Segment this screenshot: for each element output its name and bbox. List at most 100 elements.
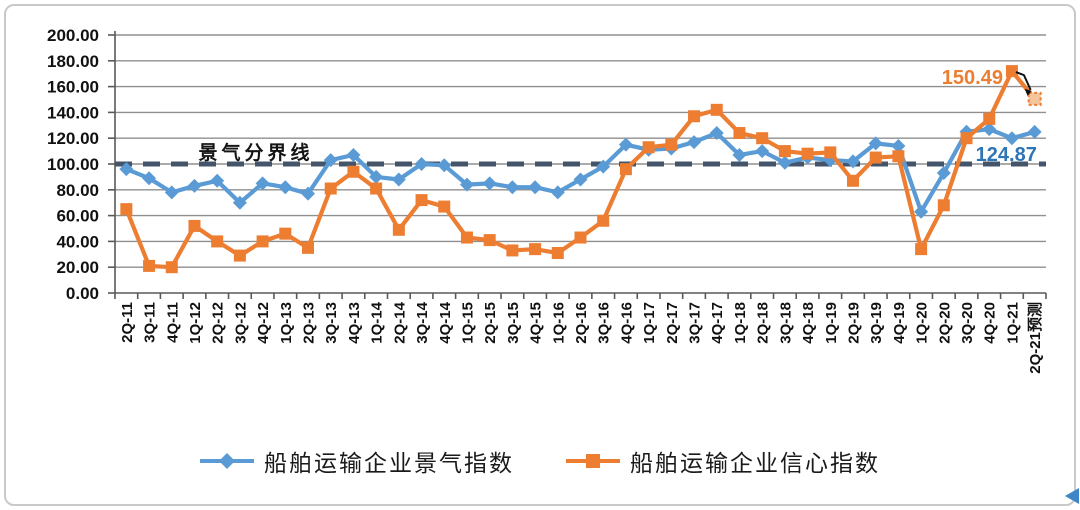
- annotation-forecast-confidence: 150.49: [942, 67, 1003, 89]
- x-tick-label: 4Q-18: [800, 302, 817, 344]
- x-tick-label: 1Q-13: [278, 302, 295, 344]
- data-point-diamond: [982, 122, 997, 137]
- y-tick-label: 180.00: [47, 52, 99, 71]
- data-point-square: [915, 243, 928, 256]
- data-point-square: [801, 147, 814, 160]
- x-tick-label: 1Q-19: [823, 302, 840, 344]
- annotation-forecast-prosperity: 124.87: [976, 144, 1037, 166]
- x-tick-label: 1Q-15: [459, 302, 476, 344]
- x-tick-label: 4Q-19: [891, 302, 908, 344]
- y-tick-label: 0.00: [66, 284, 99, 303]
- y-tick-label: 20.00: [56, 258, 99, 277]
- x-tick-label: 3Q-19: [868, 302, 885, 344]
- data-point-square: [165, 261, 178, 274]
- data-point-diamond: [459, 177, 474, 192]
- data-point-square: [778, 145, 791, 158]
- y-axis-labels: 0.00 20.00 40.00 60.00 80.00 100.00 120.00 140.…: [47, 26, 99, 303]
- data-point-square: [642, 141, 655, 154]
- data-point-square: [143, 259, 156, 272]
- x-tick-label: 4Q-14: [437, 301, 454, 343]
- legend-item-confidence-index: 船舶运输企业信心指数: [566, 444, 880, 478]
- data-point-diamond: [482, 176, 497, 191]
- data-point-diamond: [164, 185, 179, 200]
- data-point-square: [302, 241, 315, 254]
- x-tick-label: 4Q-12: [255, 302, 272, 344]
- legend-label-confidence-index: 船舶运输企业信心指数: [630, 450, 880, 476]
- data-point-diamond: [255, 176, 270, 191]
- y-tick-label: 80.00: [56, 181, 99, 200]
- data-point-square: [438, 200, 451, 213]
- data-point-square: [392, 223, 405, 236]
- data-point-square: [619, 163, 632, 176]
- data-point-diamond: [301, 186, 316, 201]
- data-point-diamond: [1027, 124, 1042, 139]
- x-tick-label: 2Q-11: [119, 302, 136, 343]
- data-point-diamond: [1004, 131, 1019, 146]
- data-point-square: [756, 132, 769, 145]
- data-point-diamond: [210, 173, 225, 188]
- data-point-diamond: [732, 147, 747, 162]
- data-point-diamond: [528, 180, 543, 195]
- x-tick-label: 3Q-17: [687, 302, 704, 344]
- series-1: [120, 65, 1042, 274]
- corner-arrow-icon: [1065, 488, 1079, 504]
- data-point-square: [188, 219, 201, 232]
- data-point-diamond: [755, 144, 770, 159]
- x-tick-label: 2Q-17: [664, 302, 681, 344]
- data-point-diamond: [505, 180, 520, 195]
- data-point-diamond: [391, 172, 406, 187]
- data-point-square: [370, 182, 383, 195]
- x-tick-label: 1Q-17: [641, 302, 658, 344]
- y-tick-label: 200.00: [47, 26, 99, 45]
- data-point-square: [574, 231, 587, 244]
- x-tick-label: 4Q-13: [346, 302, 363, 344]
- x-tick-label: 4Q-15: [528, 302, 545, 344]
- data-point-square: [937, 199, 950, 212]
- x-tick-label: 1Q-20: [914, 302, 931, 344]
- x-tick-label: 2Q-18: [755, 302, 772, 344]
- x-tick-label: 2Q-16: [573, 302, 590, 344]
- x-tick-label: 4Q-17: [709, 302, 726, 344]
- annotation-leader-line: [1015, 71, 1032, 91]
- x-tick-label: 3Q-18: [777, 302, 794, 344]
- data-point-square: [824, 146, 837, 159]
- data-point-diamond: [936, 166, 951, 181]
- data-point-diamond: [369, 169, 384, 184]
- y-tick-label: 140.00: [47, 103, 99, 122]
- data-point-diamond: [142, 171, 157, 186]
- data-point-square: [415, 194, 428, 207]
- data-point-square: [892, 150, 905, 163]
- x-tick-label: 3Q-20: [959, 302, 976, 344]
- data-point-diamond: [323, 153, 338, 168]
- x-tick-label: 2Q-19: [845, 302, 862, 344]
- x-tick-label: 2Q-15: [482, 302, 499, 344]
- x-tick-label: 2Q-13: [301, 302, 318, 344]
- x-tick-label: 3Q-14: [414, 301, 431, 343]
- x-tick-label: 1Q-18: [732, 302, 749, 344]
- data-point-square: [120, 203, 133, 216]
- y-tick-label: 60.00: [56, 207, 99, 226]
- data-point-diamond: [709, 126, 724, 141]
- data-point-square: [597, 214, 610, 227]
- boundary-line-label: 景气分界线: [198, 141, 313, 164]
- data-point-square: [347, 165, 360, 178]
- annotation-leader-arrowhead: [1024, 88, 1032, 96]
- x-tick-label: 2Q-14: [391, 301, 408, 343]
- x-tick-label: 2Q-12: [210, 302, 227, 344]
- x-tick-label: 1Q-14: [369, 301, 386, 343]
- data-point-diamond: [891, 138, 906, 153]
- data-point-square: [846, 174, 859, 187]
- x-tick-label: 3Q-11: [142, 302, 159, 343]
- x-tick-label: 2Q-20: [936, 302, 953, 344]
- x-tick-label: 4Q-20: [982, 302, 999, 344]
- data-point-diamond: [414, 157, 429, 171]
- data-point-square: [211, 235, 224, 248]
- data-point-square: [1027, 91, 1042, 106]
- data-point-diamond: [596, 159, 611, 174]
- data-point-square: [733, 127, 746, 140]
- data-point-square: [233, 249, 246, 262]
- data-point-diamond: [687, 135, 702, 150]
- y-tick-label: 40.00: [56, 232, 99, 251]
